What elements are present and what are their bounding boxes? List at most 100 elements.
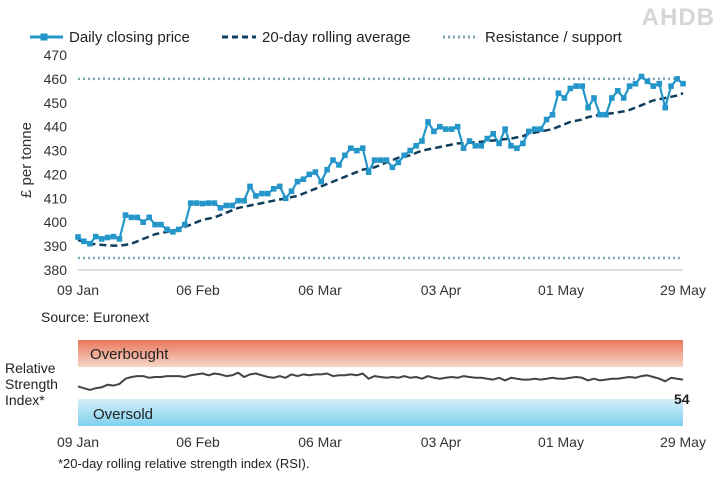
- price-point: [116, 236, 123, 242]
- price-point: [146, 214, 152, 221]
- price-point: [597, 111, 603, 118]
- x-tick-label: 09 Jan: [57, 282, 99, 298]
- price-point: [265, 190, 271, 197]
- y-tick-labels: 380 390 400 410 420 430 440 450 460 470: [44, 47, 68, 278]
- ahdb-logo: AHDB: [641, 4, 715, 31]
- price-point: [354, 147, 360, 154]
- rsi-x-tick-label: 06 Mar: [298, 434, 342, 450]
- price-point: [567, 85, 574, 92]
- price-point: [152, 221, 158, 228]
- price-point: [526, 128, 532, 135]
- footnote: *20-day rolling relative strength index …: [58, 456, 310, 471]
- price-point: [680, 80, 686, 87]
- price-point: [193, 200, 200, 206]
- price-point: [638, 73, 645, 80]
- price-point: [448, 126, 455, 132]
- price-point: [306, 171, 313, 178]
- y-tick-label: 420: [44, 166, 68, 182]
- price-point: [288, 188, 295, 194]
- price-point: [413, 143, 419, 149]
- legend-item-resistance: Resistance / support: [443, 29, 623, 46]
- price-point: [650, 83, 657, 89]
- price-point: [389, 164, 396, 171]
- price-point: [75, 234, 81, 240]
- price-point: [164, 226, 170, 233]
- rsi-x-tick-labels: 09 Jan 06 Feb 06 Mar 03 Apr 01 May 29 May: [57, 434, 706, 450]
- price-point: [324, 166, 330, 173]
- rolling-average-line: [77, 92, 684, 247]
- price-point: [170, 229, 176, 235]
- x-tick-labels: 09 Jan 06 Feb 06 Mar 03 Apr 01 May 29 May: [57, 282, 706, 298]
- price-point: [300, 176, 307, 182]
- price-point: [176, 226, 182, 233]
- price-point: [496, 140, 502, 147]
- price-point: [484, 135, 491, 142]
- price-point: [395, 159, 402, 166]
- price-point: [531, 126, 538, 132]
- price-point: [466, 138, 473, 144]
- price-point: [217, 205, 224, 211]
- price-point: [472, 143, 479, 149]
- price-point: [549, 111, 556, 118]
- price-point: [603, 111, 609, 118]
- y-axis-label: £ per tonne: [18, 122, 35, 198]
- price-point: [425, 119, 431, 125]
- y-tick-label: 390: [44, 238, 68, 254]
- price-point: [359, 145, 366, 151]
- price-point: [579, 83, 585, 89]
- price-point: [336, 162, 342, 168]
- oversold-band: [78, 399, 683, 426]
- price-point: [555, 90, 562, 96]
- resistance-lines: [78, 77, 683, 260]
- price-point: [537, 126, 544, 132]
- price-point: [128, 214, 135, 221]
- rsi-x-tick-label: 09 Jan: [57, 434, 99, 450]
- x-tick-label: 06 Mar: [298, 282, 342, 298]
- rsi-x-tick-label: 03 Apr: [421, 434, 462, 450]
- y-tick-label: 430: [44, 143, 68, 159]
- rsi-x-tick-label: 06 Feb: [176, 434, 220, 450]
- price-point: [543, 116, 550, 123]
- price-point: [508, 143, 514, 149]
- price-point: [98, 236, 105, 242]
- price-point: [442, 126, 449, 132]
- price-point: [478, 143, 485, 149]
- price-point: [104, 234, 111, 241]
- price-point: [87, 240, 93, 247]
- y-tick-label: 400: [44, 214, 68, 230]
- price-point: [270, 186, 277, 192]
- x-tick-label: 06 Feb: [176, 282, 220, 298]
- price-point: [235, 197, 241, 204]
- price-point: [419, 138, 425, 144]
- price-point: [134, 214, 141, 221]
- price-point: [318, 178, 324, 185]
- price-point: [431, 128, 437, 135]
- price-point: [187, 200, 194, 206]
- rsi-label-line: Index*: [5, 392, 45, 408]
- price-point: [371, 157, 378, 163]
- price-point: [81, 238, 87, 245]
- price-point: [365, 169, 372, 175]
- rsi-x-tick-label: 01 May: [538, 434, 584, 450]
- rsi-label-line: Relative: [5, 360, 56, 376]
- rsi-label: Relative Strength Index*: [5, 360, 58, 408]
- price-point: [514, 145, 520, 151]
- price-point: [282, 195, 289, 202]
- price-point: [259, 190, 265, 197]
- source-note: Source: Euronext: [41, 309, 150, 325]
- price-point: [454, 123, 461, 130]
- price-point: [502, 126, 508, 132]
- y-tick-label: 440: [44, 119, 68, 135]
- price-point: [276, 183, 283, 190]
- price-point: [122, 212, 129, 218]
- price-point: [561, 95, 568, 101]
- price-point: [158, 221, 164, 228]
- price-point: [591, 95, 597, 101]
- x-tick-label: 29 May: [660, 282, 706, 298]
- overbought-band: [78, 340, 683, 367]
- price-point: [662, 104, 668, 111]
- legend-item-average: 20-day rolling average: [222, 29, 410, 46]
- price-point: [437, 123, 443, 130]
